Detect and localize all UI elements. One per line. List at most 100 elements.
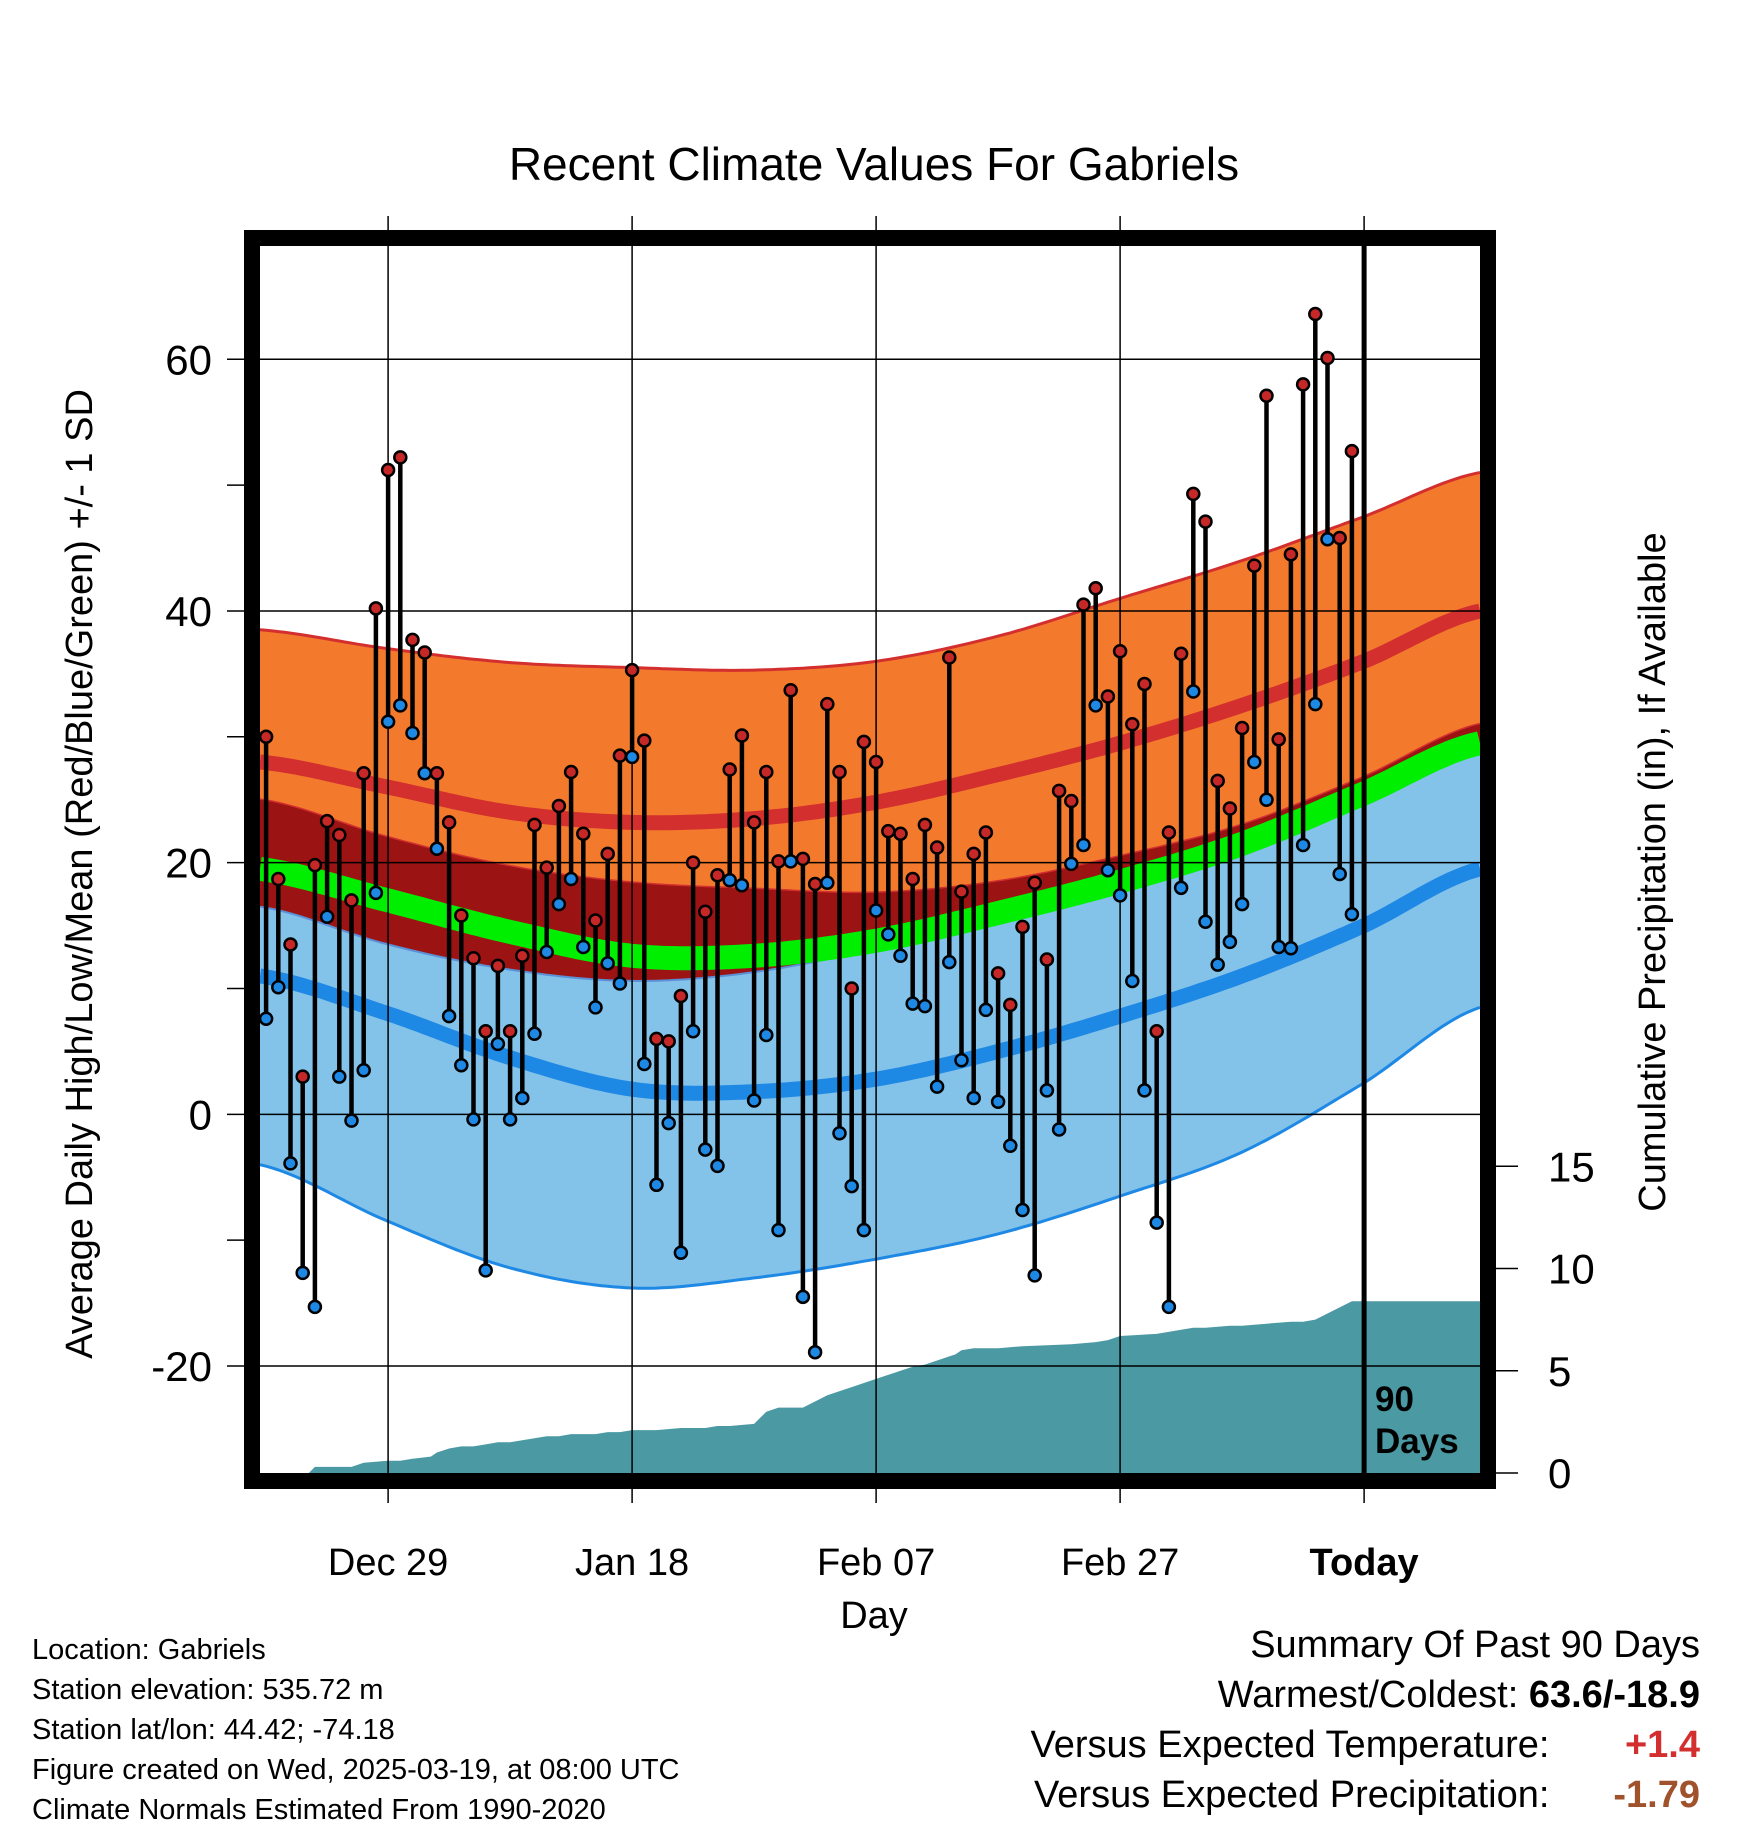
low-temp-point <box>490 1036 506 1052</box>
low-temp-point <box>673 1245 689 1261</box>
high-temp-point <box>356 766 371 781</box>
high-temp-point <box>746 815 762 830</box>
low-temp-point <box>368 885 384 901</box>
high-temp-point <box>807 876 823 892</box>
high-temp-point <box>673 988 689 1004</box>
y2-tick-label: 10 <box>1548 1246 1595 1293</box>
y-axis-label: Average Daily High/Low/Mean (Red/Blue/Gr… <box>59 389 101 1359</box>
high-temp-point <box>759 764 774 780</box>
low-sd-lower-edge <box>260 1005 1480 1290</box>
high-temp-point <box>1210 773 1225 789</box>
high-temp-point <box>637 733 652 748</box>
latlon-text: Station lat/lon: 44.42; -74.18 <box>32 1714 395 1746</box>
high-temp-point <box>1234 720 1250 736</box>
y-tick-label: -20 <box>151 1343 212 1390</box>
high-sd-upper-edge <box>260 471 1480 672</box>
temp-anomaly-value: +1.4 <box>1624 1724 1700 1766</box>
high-temp-point <box>1149 1024 1164 1039</box>
normals-bands <box>260 471 1480 1473</box>
low-temp-point <box>795 1289 811 1305</box>
low-temp-point <box>1088 698 1103 713</box>
high-temp-point <box>722 762 737 777</box>
high-temp-point <box>1076 597 1091 612</box>
low-temp-point <box>1295 837 1311 853</box>
high-temp-point <box>551 798 567 814</box>
high-temp-point <box>954 884 969 899</box>
low-temp-point <box>807 1344 823 1360</box>
low-temp-point <box>1271 939 1286 955</box>
high-temp-point <box>868 754 884 770</box>
low-temp-point <box>929 1079 945 1094</box>
low-temp-point <box>1283 940 1299 956</box>
high-temp-point <box>258 729 274 745</box>
high-temp-point <box>478 1024 493 1039</box>
high-temp-point <box>734 728 750 743</box>
low-temp-point <box>1234 896 1250 912</box>
high-temp-point <box>1186 486 1201 502</box>
low-temp-point <box>783 854 798 869</box>
high-temp-point <box>539 860 554 875</box>
high-temp-point <box>1332 530 1347 546</box>
summary-heading: Summary Of Past 90 Days <box>1250 1624 1700 1666</box>
high-temp-point <box>1125 716 1140 732</box>
low-temp-point <box>1051 1122 1067 1137</box>
high-temp-point <box>563 764 579 780</box>
high-temp-point <box>332 827 347 843</box>
low-temp-point <box>1112 888 1128 903</box>
low-temp-point <box>1100 862 1116 878</box>
low-temp-point <box>1149 1215 1164 1230</box>
normals-text: Climate Normals Estimated From 1990-2020 <box>32 1794 606 1826</box>
y2-tick-label: 15 <box>1548 1143 1595 1190</box>
low-temp-point <box>649 1177 664 1193</box>
high-temp-point <box>1064 793 1079 809</box>
high-temp-point <box>368 601 384 616</box>
high-temp-point <box>929 840 945 855</box>
high-temp-point <box>820 696 835 712</box>
high-temp-point <box>380 462 396 478</box>
elevation-text: Station elevation: 535.72 m <box>32 1674 384 1706</box>
precipitation-area <box>260 1301 1480 1473</box>
low-temp-point <box>356 1063 371 1078</box>
low-temp-point <box>295 1265 310 1281</box>
low-temp-point <box>1222 934 1238 950</box>
x-tick-label: Jan 18 <box>575 1542 689 1584</box>
high-temp-point <box>917 817 933 833</box>
low-temp-point <box>685 1024 701 1039</box>
low-temp-point <box>563 871 579 887</box>
low-temp-point <box>1161 1299 1177 1315</box>
high-temp-point <box>271 871 286 887</box>
low-temp-point <box>1015 1202 1030 1218</box>
y-tick-label: 60 <box>165 336 212 383</box>
low-temp-point <box>637 1056 652 1072</box>
low-temp-point <box>1125 973 1140 989</box>
high-temp-point <box>417 645 432 660</box>
low-temp-point <box>710 1158 725 1174</box>
high-temp-point <box>905 871 920 887</box>
high-temp-point <box>1308 306 1323 322</box>
high-temp-point <box>393 450 408 465</box>
summary-temp-row: Versus Expected Temperature: +1.4 <box>1031 1720 1700 1770</box>
high-temp-point <box>441 815 457 830</box>
low-temp-point <box>271 979 286 995</box>
y-tick-label: 40 <box>165 588 212 635</box>
low-temp-point <box>722 873 737 888</box>
summary-panel: Summary Of Past 90 Days Warmest/Coldest:… <box>1031 1620 1700 1820</box>
low-temp-point <box>1308 696 1323 712</box>
precip-anomaly-value: -1.79 <box>1613 1774 1700 1816</box>
low-temp-point <box>1332 866 1347 882</box>
low-temp-point <box>978 1002 994 1018</box>
high-temp-point <box>344 893 359 908</box>
low-temp-point <box>1247 754 1262 770</box>
high-temp-point <box>1112 643 1128 659</box>
x-tick-label: Feb 27 <box>1061 1542 1179 1584</box>
low-temp-point <box>527 1026 542 1042</box>
low-temp-point <box>881 927 896 942</box>
low-temp-point <box>405 725 420 741</box>
x-axis-label: Day <box>840 1595 908 1637</box>
low-temp-point <box>283 1156 298 1171</box>
low-temp-point <box>624 749 640 765</box>
low-temp-point <box>588 1000 603 1015</box>
today-days-word: Days <box>1375 1422 1459 1461</box>
low-temp-point <box>1003 1138 1018 1154</box>
